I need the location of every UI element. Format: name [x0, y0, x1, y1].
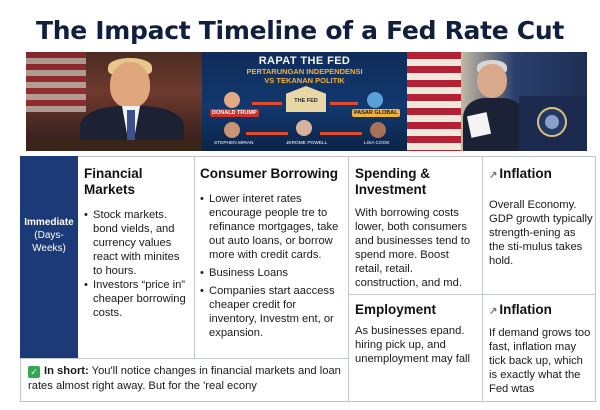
tag-right: PASAR GLOBAL: [352, 109, 400, 117]
trend-icon: ↗: [489, 306, 498, 317]
consumer-bullet: Companies start aaccess cheaper credit f…: [200, 284, 344, 340]
in-short-label: In short:: [44, 365, 89, 377]
photo-fed-chair: [407, 52, 587, 151]
head-shape: [477, 64, 507, 98]
person-icon: [370, 122, 386, 138]
podium-shape: [519, 96, 587, 151]
row-label-line1: Immediate: [24, 217, 74, 228]
fed-seal-icon: [537, 107, 567, 137]
arrow-icon: [252, 102, 282, 105]
inflation-top-header: Inflation: [499, 166, 552, 181]
page-title: The Impact Timeline of a Fed Rate Cut: [36, 16, 564, 45]
divider: [348, 294, 596, 295]
caption-2: JEROME POWELL: [286, 141, 328, 146]
divider: [482, 156, 483, 402]
employment-text: As businesses epand. hiring pick up, and…: [355, 325, 471, 365]
arrow-icon: [330, 102, 358, 105]
infographic-subheading-1: PERTARUNGAN INDEPENDENSI: [246, 67, 363, 76]
photo-fed-infographic: RAPAT THE FED PERTARUNGAN INDEPENDENSI V…: [202, 52, 407, 151]
caption-3: LISA COOK: [364, 141, 390, 146]
flag-shape: [407, 52, 461, 151]
cell-inflation-bottom: ↗ Inflation If demand grows too fast, inf…: [489, 302, 593, 396]
cell-financial-markets: Financial Markets Stock markets. bond vi…: [84, 166, 190, 320]
photo-president-signing: [26, 52, 202, 151]
consumer-bullet: Lower interet rates encourage people tre…: [200, 192, 344, 262]
divider: [194, 156, 195, 358]
spending-text: With borrowing costs lower, both consume…: [355, 207, 471, 289]
inflation-top-text: Overall Economy. GDP growth typically st…: [489, 199, 593, 267]
caption-1: STEPHEN MIRAN: [214, 141, 254, 146]
person-icon: [224, 122, 240, 138]
cell-spending-investment: Spending & Investment With borrowing cos…: [355, 166, 479, 290]
infographic-center-label: THE FED: [294, 98, 318, 104]
divider: [20, 358, 348, 359]
financial-bullet: Investors “price in” cheaper borrowing c…: [84, 278, 190, 320]
head-shape: [110, 62, 150, 108]
financial-bullet: Stock markets. bond vields, and currency…: [84, 208, 190, 278]
row-label-immediate: Immediate (Days- Weeks): [20, 156, 78, 358]
in-short-box: ✓ In short: You'll notice changes in fina…: [20, 358, 348, 402]
infographic-heading: RAPAT THE FED: [258, 55, 351, 67]
person-icon: [296, 120, 312, 136]
employment-header: Employment: [355, 302, 437, 317]
in-short-text: You'll notice changes in financial marke…: [28, 365, 341, 392]
globe-icon: [367, 92, 383, 108]
cell-consumer-borrowing: Consumer Borrowing Lower interet rates e…: [200, 166, 344, 340]
tie-shape: [127, 110, 135, 146]
consumer-borrowing-header: Consumer Borrowing: [200, 166, 339, 181]
arrow-icon: [246, 132, 288, 135]
desk-shape: [26, 140, 202, 151]
flag-shape: [26, 52, 86, 112]
cell-employment: Employment As businesses epand. hiring p…: [355, 302, 479, 366]
financial-markets-header: Financial Markets: [84, 166, 143, 197]
arrow-icon: [320, 132, 362, 135]
trend-icon: ↗: [489, 170, 498, 181]
inflation-bottom-text: If demand grows too fast, inflation may …: [489, 327, 591, 395]
row-label-line2: (Days-: [34, 230, 64, 241]
check-icon: ✓: [28, 366, 40, 378]
spending-header: Spending & Investment: [355, 166, 430, 197]
paper-shape: [466, 112, 492, 138]
consumer-bullet: Business Loans: [200, 266, 344, 280]
infographic-subheading-2: VS TEKANAN POLITIK: [264, 76, 345, 85]
divider: [348, 156, 349, 402]
person-icon: [224, 92, 240, 108]
inflation-bottom-header: Inflation: [499, 302, 552, 317]
cell-inflation-top: ↗ Inflation Overall Economy. GDP growth t…: [489, 166, 593, 268]
row-label-line3: Weeks): [32, 243, 66, 254]
tag-left: DONALD TRUMP: [210, 109, 259, 117]
